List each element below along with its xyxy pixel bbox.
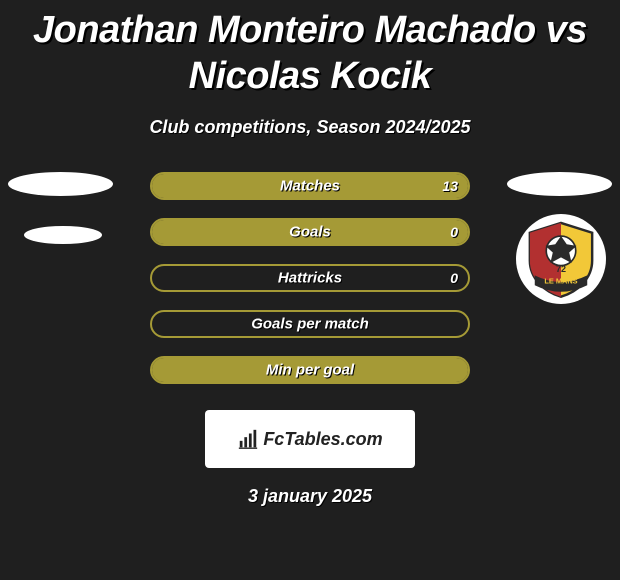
- stat-value-right: 13: [442, 178, 458, 194]
- source-logo-text: FcTables.com: [263, 429, 382, 450]
- stat-bar: Goals per match: [150, 310, 470, 338]
- stat-label: Min per goal: [266, 362, 354, 379]
- page-subtitle: Club competitions, Season 2024/2025: [0, 117, 620, 138]
- stat-bar: Hattricks 0: [150, 264, 470, 292]
- stat-value-right: 0: [450, 270, 458, 286]
- comparison-area: LE MANS 72 Matches13Goals0Hattricks0Goal…: [0, 172, 620, 384]
- stat-label: Hattricks: [278, 270, 342, 287]
- bar-chart-icon: [237, 428, 259, 450]
- club-crest-icon: LE MANS 72: [520, 218, 602, 300]
- stat-label: Matches: [280, 178, 340, 195]
- stat-bars: Matches 13 Goals 0 Hattricks 0 Goals per match…: [150, 172, 470, 384]
- player-left-photo-placeholder: [8, 172, 113, 196]
- stat-value-right: 0: [450, 224, 458, 240]
- player-left-club-placeholder: [24, 226, 102, 244]
- page-title: Jonathan Monteiro Machado vs Nicolas Koc…: [0, 0, 620, 99]
- stat-bar: Min per goal: [150, 356, 470, 384]
- player-right-photo-placeholder: [507, 172, 612, 196]
- player-right-club-badge: LE MANS 72: [516, 214, 606, 304]
- crest-banner-text: LE MANS: [544, 277, 577, 286]
- stat-bar: Goals 0: [150, 218, 470, 246]
- source-logo: FcTables.com: [205, 410, 415, 468]
- stat-bar: Matches 13: [150, 172, 470, 200]
- stat-label: Goals: [289, 224, 331, 241]
- crest-number: 72: [556, 264, 566, 274]
- snapshot-date: 3 january 2025: [0, 486, 620, 507]
- stat-label: Goals per match: [251, 316, 369, 333]
